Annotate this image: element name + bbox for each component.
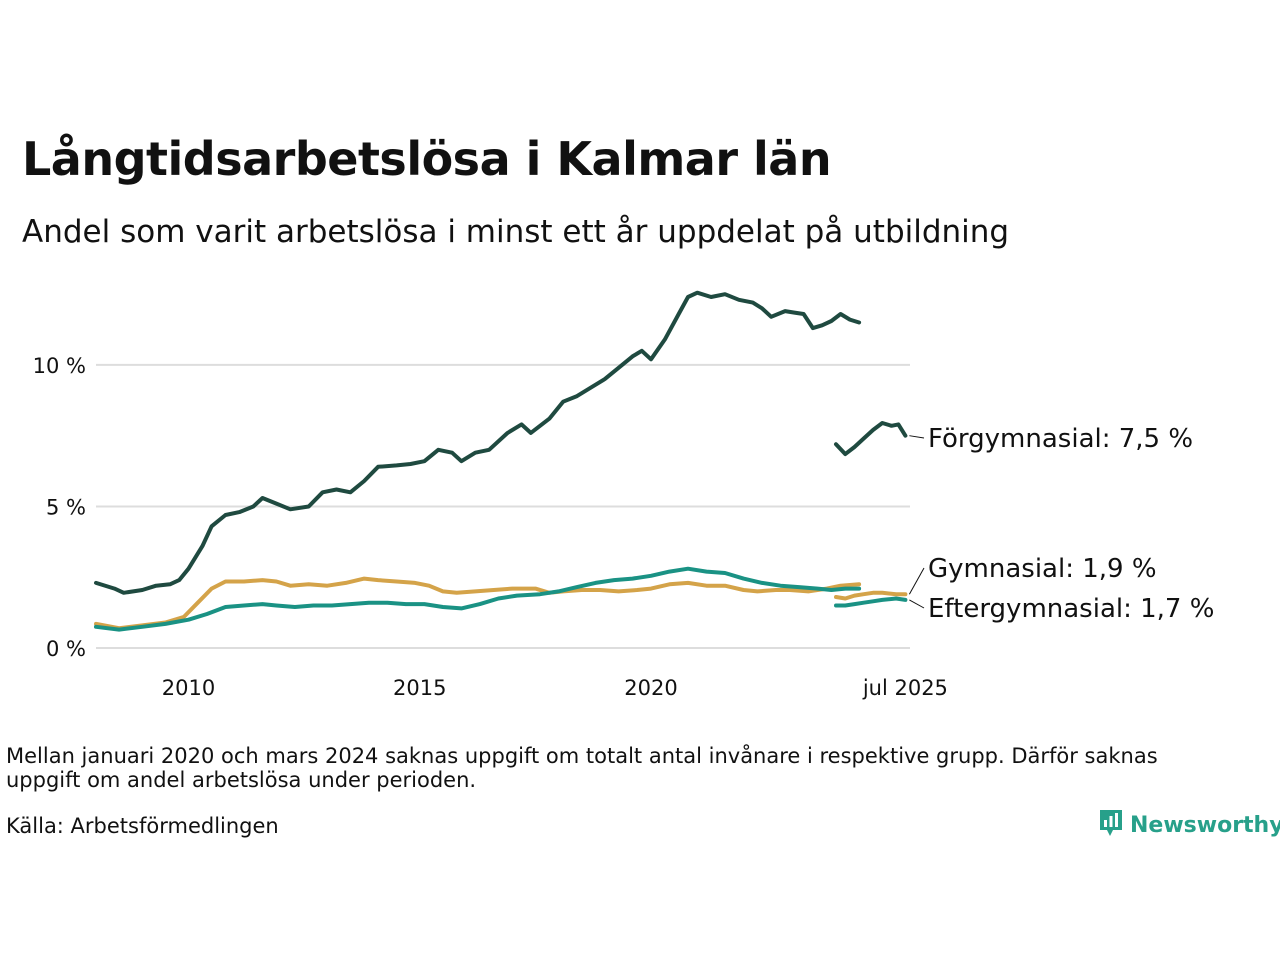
grid-lines <box>96 363 910 649</box>
x-tick-label: jul 2025 <box>862 676 948 700</box>
label-leader-line <box>909 599 925 609</box>
label-leader-line <box>908 567 925 595</box>
line-chart: 0 % 5 % 10 % 2010 2015 2020 jul 2025 Förgymna… <box>33 290 1214 700</box>
chart-title: Långtidsarbetslösa i Kalmar län <box>22 132 832 186</box>
series-label-eftergymnasial: Eftergymnasial: 1,7 % <box>928 594 1214 624</box>
x-tick-label: 2010 <box>162 676 215 700</box>
bar-chart-logo-icon <box>1098 808 1124 842</box>
source-note: Källa: Arbetsförmedlingen <box>6 814 279 838</box>
y-tick-label: 5 % <box>46 495 86 519</box>
brand-name: Newsworthy <box>1130 812 1280 838</box>
series-line-eftergymnasial <box>94 566 862 632</box>
x-axis: 2010 2015 2020 jul 2025 <box>162 676 948 700</box>
y-axis: 0 % 5 % 10 % <box>33 354 86 661</box>
footnote: Mellan januari 2020 och mars 2024 saknas… <box>6 744 1158 792</box>
series-label-förgymnasial: Förgymnasial: 7,5 % <box>928 424 1193 454</box>
label-leader-line <box>909 435 925 439</box>
brand-logo: Newsworthy <box>1098 808 1280 842</box>
series-line-gymnasial <box>834 590 908 601</box>
series-labels: Förgymnasial: 7,5 % Gymnasial: 1,9 % Efter… <box>908 424 1214 624</box>
series-line-eftergymnasial <box>834 596 908 608</box>
series-line-förgymnasial <box>94 290 862 595</box>
x-tick-label: 2020 <box>624 676 677 700</box>
series-label-gymnasial: Gymnasial: 1,9 % <box>928 554 1157 584</box>
series-lines <box>94 290 908 632</box>
x-tick-label: 2015 <box>393 676 446 700</box>
series-line-förgymnasial <box>834 421 908 457</box>
series-line-gymnasial <box>94 576 862 631</box>
y-tick-label: 10 % <box>33 354 86 378</box>
y-tick-label: 0 % <box>46 637 86 661</box>
chart-subtitle: Andel som varit arbetslösa i minst ett å… <box>22 214 1010 250</box>
